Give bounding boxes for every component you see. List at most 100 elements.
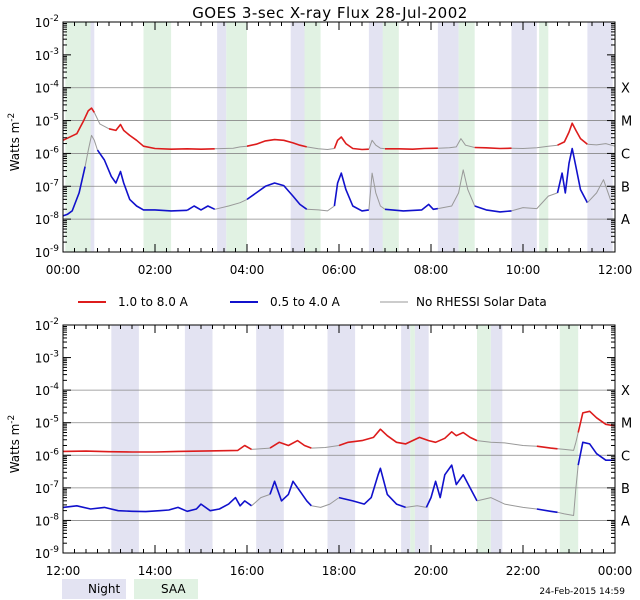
bottom-xtick-label: 18:00 <box>322 564 357 578</box>
bottom-series-short <box>338 467 406 509</box>
bottom-series-short <box>425 464 478 508</box>
bottom-ytick-label: 10-9 <box>35 545 60 561</box>
legend-night-swatch <box>62 579 126 599</box>
top-series-short <box>333 172 370 212</box>
top-night-band <box>368 22 385 252</box>
bottom-night-band <box>111 325 139 553</box>
legend-night-label: Night <box>88 582 121 596</box>
bottom-night-band <box>327 325 356 553</box>
bottom-ytick-label: 10-5 <box>35 415 59 431</box>
top-panel: 10-9 10-8 10-7 10-6 10-5 10-4 10-3 10-2 Watts m-… <box>7 14 632 277</box>
legend-nodata-label: No RHESSI Solar Data <box>416 295 547 309</box>
top-series-nodata <box>587 179 616 205</box>
bottom-xtick-label: 14:00 <box>138 564 173 578</box>
top-night-band <box>587 22 613 252</box>
top-saa-band <box>458 22 475 252</box>
top-series-nodata <box>306 146 335 150</box>
top-series-nodata <box>511 144 558 149</box>
top-ytick-label: 10-8 <box>35 211 60 227</box>
top-series-short <box>96 149 188 212</box>
bottom-ytick-label: 10-6 <box>35 447 60 463</box>
legend-long-label: 1.0 to 8.0 A <box>118 295 189 309</box>
band-legend: Night SAA <box>62 579 198 599</box>
top-series-long <box>246 138 307 148</box>
top-flare-class-label: X <box>621 82 630 97</box>
top-night-band <box>217 22 227 252</box>
bottom-series-nodata <box>311 445 340 449</box>
bottom-flare-class-label: B <box>621 482 630 497</box>
bottom-series-short <box>536 508 558 514</box>
series-legend: 1.0 to 8.0 A 0.5 to 4.0 A No RHESSI Sola… <box>78 295 547 309</box>
top-flare-class-label: C <box>621 147 630 162</box>
bottom-saa-band <box>559 325 579 553</box>
bottom-ytick-label: 10-8 <box>35 512 60 528</box>
legend-short-label: 0.5 to 4.0 A <box>270 295 341 309</box>
bottom-series-nodata <box>557 465 579 516</box>
top-ytick-label: 10-3 <box>35 47 59 63</box>
top-ylabel: Watts m-2 <box>7 113 22 172</box>
top-saa-band <box>226 22 247 252</box>
top-ytick-label: 10-2 <box>35 14 59 30</box>
bottom-series-long <box>62 444 252 453</box>
top-xtick-label: 00:00 <box>46 263 81 277</box>
top-series-short <box>186 205 216 211</box>
top-series-nodata <box>437 138 475 149</box>
bottom-series-long <box>269 439 312 449</box>
top-ytick-label: 10-9 <box>35 244 60 260</box>
top-flare-class-label: M <box>621 115 632 130</box>
bottom-series-long <box>577 410 616 433</box>
top-ytick-label: 10-7 <box>35 178 59 194</box>
top-series-long <box>62 107 95 142</box>
top-flare-class-label: A <box>621 213 630 228</box>
bottom-xtick-label: 16:00 <box>230 564 265 578</box>
bottom-panel: 10-9 10-8 10-7 10-6 10-5 10-4 10-3 10-2 Watts m-… <box>7 317 632 578</box>
top-series-nodata <box>437 169 476 210</box>
top-series-nodata <box>368 139 386 150</box>
top-ytick-label: 10-6 <box>35 145 60 161</box>
bottom-series-nodata <box>557 432 579 451</box>
bottom-ylabel: Watts m-2 <box>7 415 22 474</box>
top-series-long <box>333 136 369 151</box>
bottom-series-short <box>269 480 312 507</box>
top-xtick-label: 08:00 <box>414 263 449 277</box>
chart-title: GOES 3-sec X-ray Flux 28-Jul-2002 <box>192 4 468 22</box>
bottom-flare-class-label: A <box>621 514 630 529</box>
top-ytick-label: 10-5 <box>35 113 59 129</box>
top-flare-class-label: B <box>621 180 630 195</box>
bottom-series-nodata <box>311 497 340 508</box>
bottom-ytick-label: 10-3 <box>35 350 59 366</box>
top-saa-band <box>143 22 172 252</box>
top-saa-band <box>539 22 549 252</box>
bottom-saa-band <box>410 325 415 553</box>
bottom-night-band <box>490 325 503 553</box>
bottom-night-band <box>401 325 411 553</box>
top-series-short <box>62 166 86 217</box>
top-series-short <box>474 205 512 213</box>
top-night-band <box>437 22 459 252</box>
top-xtick-label: 12:00 <box>598 263 633 277</box>
bottom-series-nodata <box>251 447 271 450</box>
bottom-flare-class-label: X <box>621 384 630 399</box>
top-night-band <box>290 22 305 252</box>
top-series-long <box>385 147 438 150</box>
legend-saa-swatch <box>134 579 198 599</box>
bottom-night-band <box>256 325 284 553</box>
bottom-xtick-label: 12:00 <box>46 564 81 578</box>
generated-timestamp: 24-Feb-2015 14:59 <box>539 587 625 597</box>
top-series-long <box>557 122 588 146</box>
top-series-nodata <box>306 205 335 212</box>
bottom-xtick-label: 22:00 <box>506 564 541 578</box>
bottom-ytick-label: 10-4 <box>35 382 60 398</box>
bottom-xtick-label: 00:00 <box>598 564 633 578</box>
top-series-short <box>246 182 308 210</box>
bottom-flare-class-label: C <box>621 449 630 464</box>
bottom-ytick-label: 10-7 <box>35 480 59 496</box>
top-saa-band <box>382 22 399 252</box>
bottom-ytick-label: 10-2 <box>35 317 59 333</box>
bottom-series-nodata <box>251 493 271 507</box>
bottom-series-long <box>536 445 558 450</box>
bottom-series-short <box>577 441 615 466</box>
bottom-series-long <box>338 428 478 447</box>
top-xtick-label: 10:00 <box>506 263 541 277</box>
